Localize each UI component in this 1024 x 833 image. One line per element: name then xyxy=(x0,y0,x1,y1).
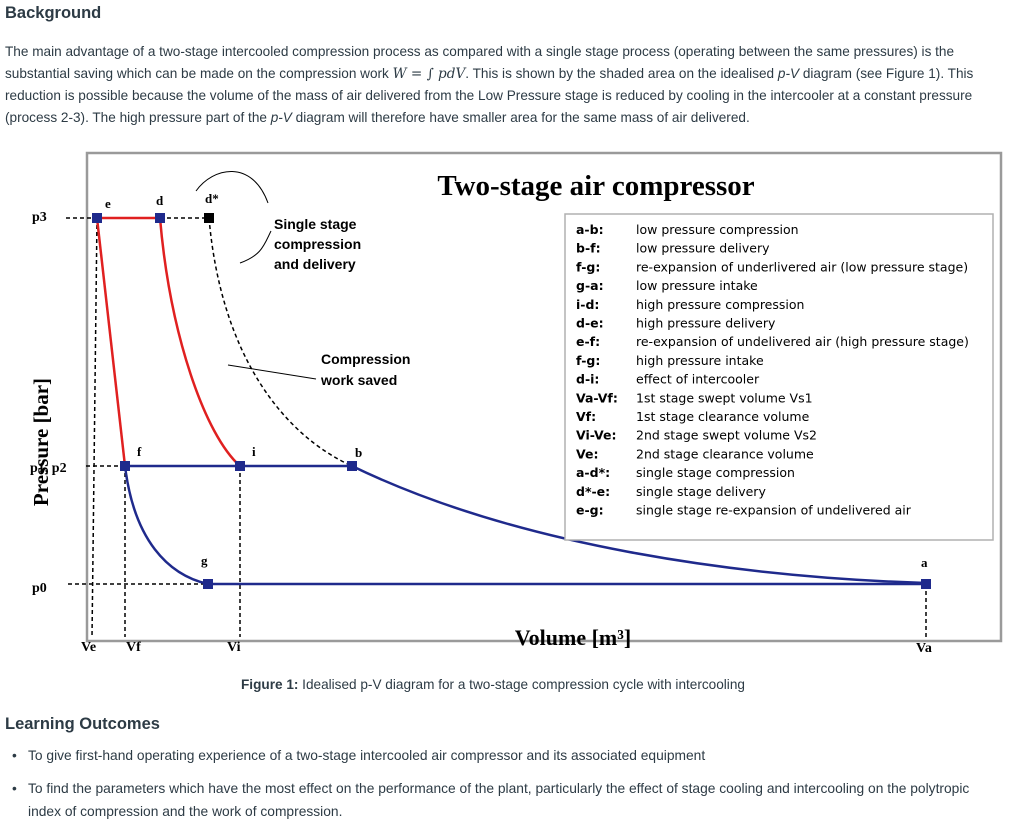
legend: a-b: low pressure compression b-f: low pres… xyxy=(576,222,969,518)
marker-e xyxy=(92,213,102,223)
marker-d-star xyxy=(204,213,214,223)
work-formula: W = ∫ pdV xyxy=(392,66,466,82)
legend-key: d-e: xyxy=(576,316,604,331)
single-stage-line-2: compression xyxy=(274,236,361,252)
annotation-leaders xyxy=(195,171,317,380)
annotation-single-stage: Single stage compression and delivery xyxy=(274,216,361,272)
line-e-f xyxy=(95,217,127,467)
label-d-star: d* xyxy=(205,191,219,206)
curve-a-b xyxy=(351,464,927,585)
legend-key: g-a: xyxy=(576,278,604,293)
legend-key: i-d: xyxy=(576,297,599,312)
annotation-work-saved: Compression work saved xyxy=(320,351,410,388)
high-pressure-stage xyxy=(95,216,241,467)
state-markers xyxy=(92,213,931,589)
legend-key: d-i: xyxy=(576,372,599,387)
legend-description: high pressure intake xyxy=(636,353,764,368)
legend-key: e-g: xyxy=(576,503,604,518)
y-tick-p0: p0 xyxy=(32,581,47,596)
background-heading: Background xyxy=(5,4,102,22)
legend-key: d*-e: xyxy=(576,484,610,499)
legend-description: 1st stage clearance volume xyxy=(636,409,810,424)
curve-f-g xyxy=(123,465,209,586)
intro-text-3: diagram (see Figure 1). This reduction i… xyxy=(5,66,974,125)
x-axis-label: Volume [m³] xyxy=(515,625,631,650)
legend-key: a-d*: xyxy=(576,465,610,480)
intro-text-2: . This is shown by the shaded area on th… xyxy=(465,66,778,81)
x-tick-vi: Vi xyxy=(227,640,241,655)
marker-g xyxy=(203,579,213,589)
legend-description: low pressure compression xyxy=(636,222,799,237)
legend-description: re-expansion of undelivered air (high pr… xyxy=(636,334,969,349)
figure-title: Two-stage air compressor xyxy=(437,170,754,202)
y-axis-label: Pressure [bar] xyxy=(29,378,53,506)
guide-lines xyxy=(66,217,927,638)
single-stage-compression-curve xyxy=(208,217,353,467)
legend-key: Ve: xyxy=(576,446,598,461)
legend-box xyxy=(564,213,994,541)
work-saved-line-2: work saved xyxy=(320,372,397,388)
legend-key: e-f: xyxy=(576,334,600,349)
legend-key: Vi-Ve: xyxy=(576,428,617,443)
intro-text-1: The main advantage of a two-stage interc… xyxy=(5,44,955,81)
label-i: i xyxy=(252,444,256,459)
legend-description: 1st stage swept volume Vs1 xyxy=(636,390,813,405)
curve-i-d xyxy=(158,217,241,467)
x-tick-va: Va xyxy=(916,641,932,656)
legend-description: 2nd stage swept volume Vs2 xyxy=(636,428,817,443)
single-stage-line-3: and delivery xyxy=(274,256,356,272)
x-tick-ve: Ve xyxy=(81,640,96,655)
y-tick-p1p2: p1, p2 xyxy=(30,461,67,476)
pv-term-2: p-V xyxy=(270,110,292,125)
marker-i xyxy=(235,461,245,471)
label-d: d xyxy=(156,193,164,208)
leader-d-star xyxy=(195,171,269,204)
outcome-item: To give first-hand operating experience … xyxy=(0,744,1000,767)
legend-key: Vf: xyxy=(576,409,596,424)
label-f: f xyxy=(137,444,142,459)
label-e: e xyxy=(105,196,111,211)
legend-description: single stage delivery xyxy=(636,484,766,499)
label-g: g xyxy=(201,553,208,568)
caption-label: Figure 1: xyxy=(241,677,299,692)
single-stage-line-1: Single stage xyxy=(274,216,357,232)
work-saved-line-1: Compression xyxy=(321,351,410,367)
label-b: b xyxy=(355,445,362,460)
outcome-item: To find the parameters which have the mo… xyxy=(0,777,1000,823)
legend-key: Va-Vf: xyxy=(576,390,618,405)
point-labels: e d d* f i b g a xyxy=(105,191,928,570)
marker-f xyxy=(120,461,130,471)
legend-description: single stage compression xyxy=(636,465,795,480)
legend-description: 2nd stage clearance volume xyxy=(636,446,814,461)
y-tick-p3: p3 xyxy=(32,210,47,225)
legend-description: single stage re-expansion of undelivered… xyxy=(636,503,912,518)
low-pressure-stage xyxy=(123,464,927,586)
marker-d xyxy=(155,213,165,223)
legend-key: f-g: xyxy=(576,353,600,368)
legend-description: high pressure delivery xyxy=(636,316,776,331)
caption-text: Idealised p-V diagram for a two-stage co… xyxy=(298,677,745,692)
label-a: a xyxy=(921,555,928,570)
marker-b xyxy=(347,461,357,471)
legend-description: effect of intercooler xyxy=(636,372,760,387)
pv-term: p-V xyxy=(777,66,800,81)
x-tick-vf: Vf xyxy=(126,640,141,655)
legend-description: low pressure delivery xyxy=(636,241,770,256)
leader-single-stage xyxy=(239,230,272,264)
legend-key: f-g: xyxy=(576,259,600,274)
legend-key: a-b: xyxy=(576,222,604,237)
legend-description: low pressure intake xyxy=(636,278,758,293)
intro-paragraph: The main advantage of a two-stage interc… xyxy=(5,41,1020,129)
legend-key: b-f: xyxy=(576,241,601,256)
figure-caption: Figure 1: Idealised p-V diagram for a tw… xyxy=(241,677,745,692)
legend-description: re-expansion of underlivered air (low pr… xyxy=(636,259,968,274)
legend-description: high pressure compression xyxy=(636,297,804,312)
intro-text-4: diagram will therefore have smaller area… xyxy=(291,110,750,125)
pv-diagram: Two-stage air compressor Pressure [bar] … xyxy=(29,151,1003,656)
learning-outcomes-list: To give first-hand operating experience … xyxy=(0,744,1000,833)
leader-work-saved xyxy=(227,364,317,380)
learning-outcomes-heading: Learning Outcomes xyxy=(5,715,160,733)
marker-a xyxy=(921,579,931,589)
